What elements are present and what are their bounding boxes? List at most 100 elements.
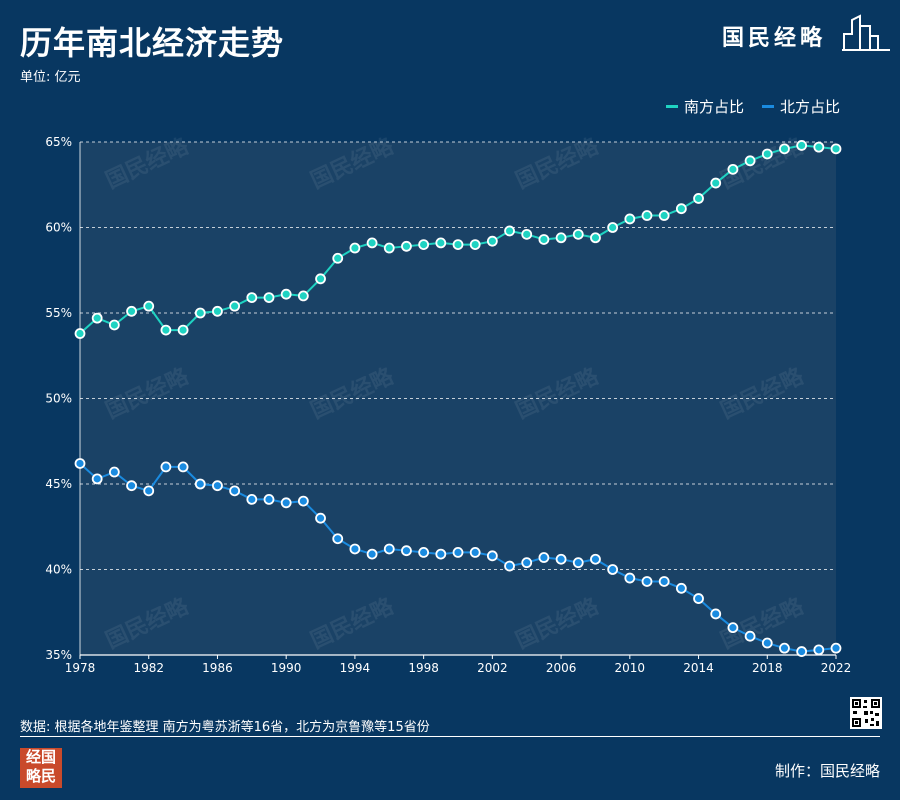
building-icon bbox=[842, 14, 890, 51]
north-point-2005 bbox=[538, 552, 550, 563]
south-point-1989 bbox=[263, 292, 275, 304]
north-point-2015 bbox=[710, 608, 722, 620]
north-point-1996 bbox=[383, 543, 395, 555]
south-point-1985 bbox=[194, 307, 206, 319]
south-point-2010 bbox=[624, 213, 636, 225]
north-point-1986 bbox=[212, 480, 223, 492]
qr-code bbox=[850, 697, 882, 729]
north-point-1989 bbox=[263, 493, 275, 505]
legend-north: 北方占比 bbox=[761, 96, 840, 117]
north-point-2002 bbox=[486, 550, 498, 562]
y-tick-label-4: 45% bbox=[45, 477, 72, 491]
north-point-2010 bbox=[624, 572, 636, 584]
south-point-1993 bbox=[332, 252, 344, 264]
x-tick-label-7: 2006 bbox=[546, 661, 577, 675]
south-point-1996 bbox=[383, 242, 395, 254]
chart-legend: 南方占比 北方占比 bbox=[665, 96, 840, 117]
south-point-2012 bbox=[658, 210, 670, 221]
south-point-2017 bbox=[744, 155, 756, 167]
north-point-2004 bbox=[521, 557, 533, 569]
north-point-1997 bbox=[401, 545, 412, 557]
south-point-2009 bbox=[607, 222, 619, 233]
brand-logo: 国民经略 bbox=[722, 26, 827, 51]
legend-north-swatch bbox=[761, 105, 774, 108]
north-point-1991 bbox=[297, 495, 309, 507]
north-point-1985 bbox=[194, 478, 206, 490]
south-point-2000 bbox=[452, 239, 464, 251]
legend-north-label: 北方占比 bbox=[779, 98, 840, 116]
page-title: 历年南北经济走势 bbox=[20, 24, 285, 62]
south-point-1999 bbox=[435, 237, 447, 249]
south-point-1991 bbox=[297, 290, 309, 302]
south-point-1987 bbox=[229, 300, 241, 312]
x-tick-label-1: 1982 bbox=[133, 661, 164, 675]
north-point-2000 bbox=[452, 547, 464, 558]
south-point-2005 bbox=[538, 234, 550, 245]
south-point-1997 bbox=[401, 240, 412, 252]
south-point-1986 bbox=[212, 305, 223, 317]
north-point-2009 bbox=[607, 564, 619, 575]
south-point-1992 bbox=[315, 273, 326, 285]
seal-line-2: 略民 bbox=[25, 767, 56, 785]
seal-logo: 经国 略民 bbox=[20, 748, 62, 788]
legend-south-label: 南方占比 bbox=[683, 98, 744, 116]
south-point-2018 bbox=[761, 148, 773, 160]
x-tick-label-3: 1990 bbox=[271, 661, 302, 675]
south-point-2011 bbox=[641, 210, 653, 221]
x-tick-label-6: 2002 bbox=[477, 661, 508, 675]
south-point-1982 bbox=[143, 300, 155, 312]
south-point-2001 bbox=[469, 239, 481, 251]
south-point-1994 bbox=[349, 242, 361, 254]
south-point-2008 bbox=[590, 232, 601, 244]
x-tick-label-5: 1998 bbox=[408, 661, 439, 675]
north-point-2018 bbox=[761, 637, 773, 649]
y-tick-label-6: 35% bbox=[45, 648, 72, 662]
north-point-1982 bbox=[143, 485, 155, 497]
north-point-2019 bbox=[779, 642, 790, 654]
x-tick-label-9: 2014 bbox=[683, 661, 714, 675]
x-tick-label-11: 2022 bbox=[821, 661, 852, 675]
south-point-1990 bbox=[280, 288, 292, 300]
south-point-2020 bbox=[796, 140, 808, 151]
south-point-1983 bbox=[160, 324, 172, 336]
legend-south: 南方占比 bbox=[665, 96, 744, 117]
unit-label: 单位: 亿元 bbox=[20, 70, 81, 85]
north-point-1990 bbox=[280, 497, 292, 509]
north-point-1993 bbox=[332, 533, 344, 545]
south-point-2004 bbox=[521, 228, 533, 240]
north-point-2003 bbox=[504, 560, 515, 572]
north-point-2006 bbox=[555, 553, 567, 565]
x-tick-label-0: 1978 bbox=[65, 661, 96, 675]
north-point-2013 bbox=[675, 582, 687, 594]
south-point-2002 bbox=[486, 235, 498, 247]
north-point-2011 bbox=[641, 576, 653, 587]
y-tick-label-5: 40% bbox=[45, 563, 72, 577]
north-point-1994 bbox=[349, 543, 361, 555]
south-point-2006 bbox=[555, 232, 567, 244]
north-point-1995 bbox=[366, 548, 378, 560]
x-tick-label-4: 1994 bbox=[340, 661, 371, 675]
north-point-2008 bbox=[590, 553, 601, 565]
north-point-1981 bbox=[126, 480, 137, 492]
south-point-1984 bbox=[177, 324, 189, 336]
south-point-2014 bbox=[693, 193, 704, 204]
north-point-1984 bbox=[177, 461, 189, 473]
south-point-2003 bbox=[504, 225, 515, 237]
north-point-1983 bbox=[160, 461, 172, 473]
south-point-2016 bbox=[727, 163, 739, 175]
south-point-1988 bbox=[246, 292, 258, 304]
maker-credit: 制作：国民经略 bbox=[774, 762, 880, 780]
south-point-2015 bbox=[710, 177, 722, 189]
north-point-1978 bbox=[74, 458, 86, 469]
north-point-2022 bbox=[830, 642, 842, 654]
seal-line-1: 经国 bbox=[25, 748, 56, 766]
north-point-2020 bbox=[796, 646, 808, 657]
north-point-1987 bbox=[229, 485, 241, 497]
x-tick-label-2: 1986 bbox=[202, 661, 233, 675]
north-point-1988 bbox=[246, 493, 258, 505]
x-tick-label-8: 2010 bbox=[615, 661, 646, 675]
legend-south-swatch bbox=[665, 105, 678, 108]
north-point-2016 bbox=[727, 622, 739, 634]
